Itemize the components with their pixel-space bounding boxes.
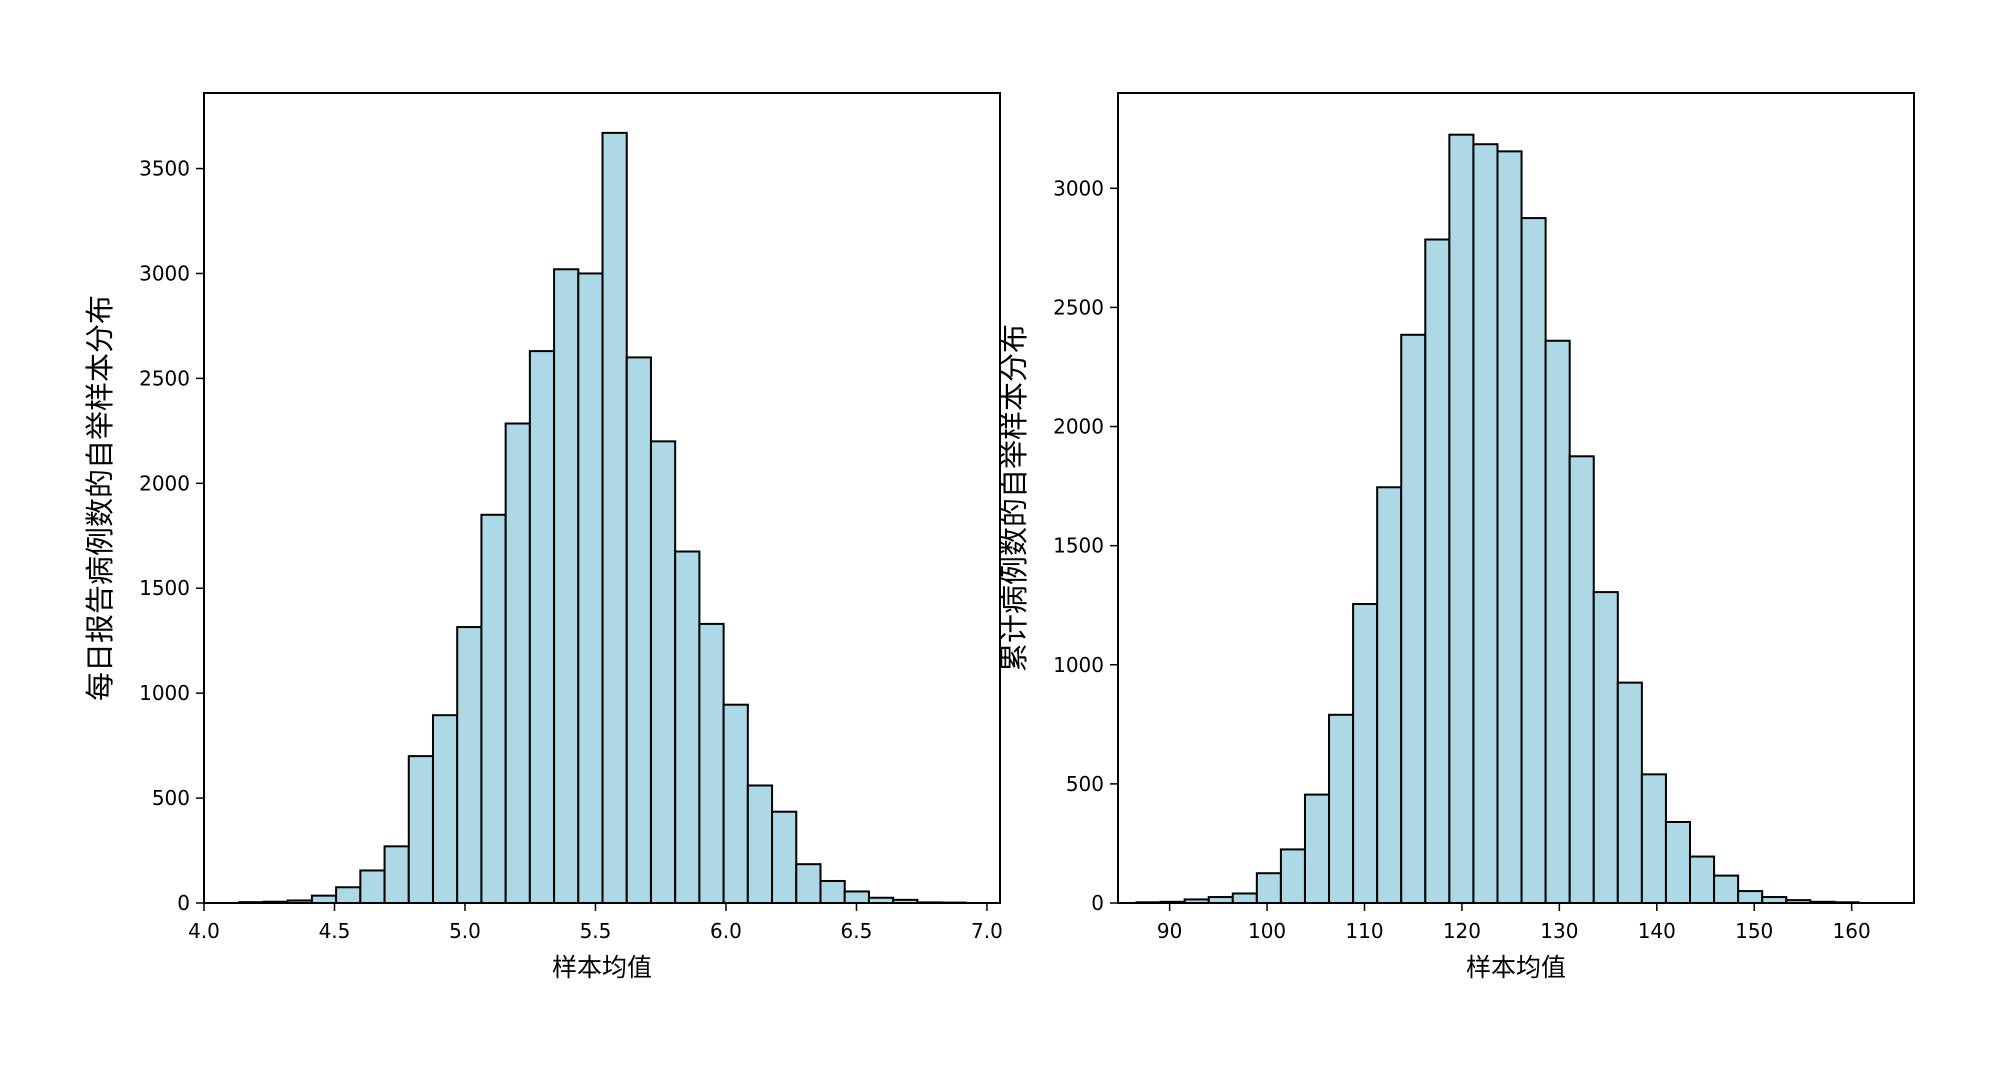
- histogram-bar: [1352, 603, 1379, 904]
- y-tick-label: 0: [1091, 891, 1104, 915]
- histogram-bar: [1400, 333, 1427, 904]
- y-tick-label: 2000: [139, 471, 190, 495]
- y-tick-label: 2500: [139, 366, 190, 390]
- x-tick-label: 150: [1735, 919, 1773, 943]
- histogram-bar: [1279, 848, 1306, 904]
- histogram-bar: [310, 894, 338, 905]
- histogram-bar: [456, 626, 483, 904]
- histogram-bar: [431, 714, 459, 905]
- x-tick-label: 90: [1157, 919, 1182, 943]
- y-tick-label: 3500: [139, 157, 190, 181]
- histogram-bar: [1472, 143, 1499, 904]
- axes-frame: [1117, 92, 1915, 904]
- x-tick-label: 120: [1443, 919, 1481, 943]
- x-tick-label: 6.5: [841, 919, 873, 943]
- x-tick-label: 6.0: [710, 919, 742, 943]
- y-tick-label: 500: [152, 786, 190, 810]
- histogram-bar: [1520, 217, 1547, 904]
- histogram-bar: [771, 810, 798, 904]
- histogram-bar: [625, 356, 652, 904]
- histogram-bar: [1496, 150, 1523, 904]
- histogram-bar: [553, 268, 580, 905]
- y-tick-label: 1000: [139, 681, 190, 705]
- histogram-bar: [601, 131, 628, 904]
- histogram-bar: [698, 622, 725, 904]
- histogram-bar: [1640, 773, 1667, 905]
- histogram-bar: [359, 869, 386, 905]
- histogram-bar: [1328, 713, 1355, 905]
- x-tick-label: 4.0: [188, 919, 220, 943]
- histogram-bar: [528, 350, 556, 904]
- x-tick-label: 160: [1833, 919, 1871, 943]
- histogram-bar: [1568, 455, 1595, 904]
- histogram-bar: [1544, 339, 1571, 904]
- x-axis-label: 样本均值: [1466, 953, 1566, 982]
- y-tick-label: 1500: [139, 576, 190, 600]
- histogram-bar: [1231, 892, 1258, 904]
- histogram-bar: [577, 272, 604, 904]
- histogram-bar: [1592, 591, 1619, 905]
- histogram-bar: [1664, 821, 1692, 904]
- histogram-bar: [722, 703, 749, 905]
- histogram-bar: [1255, 872, 1282, 904]
- histogram-bar: [649, 440, 677, 904]
- histogram-bar: [795, 863, 822, 905]
- histogram-bar: [1689, 855, 1716, 905]
- y-tick-label: 0: [177, 891, 190, 915]
- histogram-bar: [1448, 133, 1475, 905]
- histogram-bar: [407, 755, 434, 905]
- y-tick-label: 2000: [1053, 415, 1104, 439]
- x-tick-label: 100: [1248, 919, 1286, 943]
- x-tick-label: 5.5: [580, 919, 612, 943]
- y-tick-label: 1500: [1053, 534, 1104, 558]
- histogram-bar: [1303, 793, 1331, 905]
- x-tick-label: 140: [1638, 919, 1676, 943]
- x-axis-label: 样本均值: [552, 953, 652, 982]
- y-tick-label: 1000: [1053, 653, 1104, 677]
- histogram-bar: [480, 513, 507, 904]
- x-tick-label: 7.0: [971, 919, 1003, 943]
- histogram-bar: [819, 879, 846, 904]
- x-tick-label: 130: [1540, 919, 1578, 943]
- y-tick-label: 3000: [139, 261, 190, 285]
- histogram-bar: [746, 784, 774, 905]
- histogram-bar: [1616, 681, 1643, 904]
- y-tick-label: 500: [1066, 772, 1104, 796]
- histogram-bar: [1713, 874, 1740, 905]
- right-histogram-panel: 90 100 110 120 130 140 150 160 0 500 1000 1500 2000 2…: [997, 92, 1915, 982]
- y-axis-label: 累计病例数的自举样本分布: [997, 324, 1031, 672]
- x-tick-label: 4.5: [319, 919, 351, 943]
- left-histogram-panel: 4.0 4.5 5.0 5.5 6.0 6.5 7.0 0 500 1000 1500 2000 250…: [83, 92, 1003, 982]
- histogram-bar: [383, 845, 410, 905]
- histogram-bar: [674, 550, 701, 904]
- y-axis-label: 每日报告病例数的自举样本分布: [83, 295, 117, 701]
- histogram-bar: [504, 422, 531, 904]
- histogram-bar: [1424, 238, 1451, 904]
- histogram-bar: [1737, 890, 1764, 905]
- y-tick-label: 2500: [1053, 295, 1104, 319]
- x-tick-label: 110: [1345, 919, 1383, 943]
- axes-frame: [203, 92, 1001, 904]
- histogram-bar: [335, 886, 362, 904]
- y-tick-label: 3000: [1053, 176, 1104, 200]
- histogram-bar: [1376, 486, 1403, 904]
- x-tick-label: 5.0: [449, 919, 481, 943]
- histogram-bar: [843, 890, 870, 905]
